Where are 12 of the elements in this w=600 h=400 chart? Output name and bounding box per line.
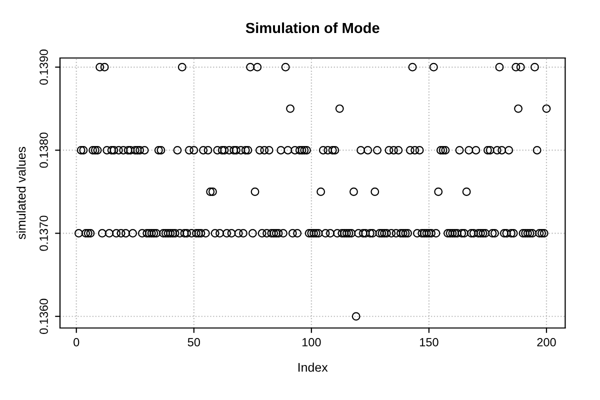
- y-tick-label: 0.1370: [40, 216, 48, 251]
- y-tick-label: 0.1360: [40, 298, 48, 334]
- x-tick-label: 50: [188, 338, 200, 346]
- x-tick-label: 0: [74, 338, 80, 346]
- x-tick-label: 100: [302, 338, 321, 346]
- x-tick-label: 150: [420, 338, 438, 346]
- y-tick-label: 0.1380: [40, 132, 48, 168]
- chart-title: Simulation of Mode: [246, 22, 380, 34]
- x-axis-title: Index: [298, 362, 328, 372]
- y-axis-title: simulated values: [16, 146, 26, 240]
- y-tick-label: 0.1390: [40, 50, 48, 85]
- x-tick-label: 200: [537, 338, 556, 346]
